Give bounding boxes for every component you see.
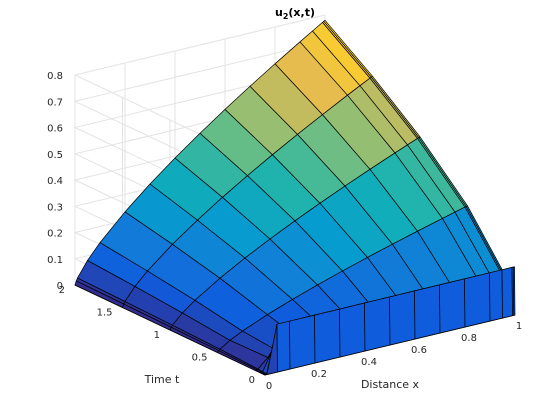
z-tick-label: 0.7 <box>47 97 63 108</box>
z-tick-label: 0.5 <box>47 150 63 161</box>
t-tick-label: 0.5 <box>192 353 208 364</box>
surface-layer <box>74 19 516 376</box>
surface-patch <box>276 320 291 373</box>
t-tick-label: 2 <box>59 285 65 296</box>
surface-patch <box>389 290 416 346</box>
z-tick-label: 0.3 <box>47 202 63 213</box>
z-tick-label: 0.1 <box>47 255 63 266</box>
t-tick-label: 0 <box>249 375 255 386</box>
z-tick-label: 0.4 <box>47 176 63 187</box>
surface-patch <box>314 308 341 364</box>
x-axis-label: Distance x <box>361 378 420 391</box>
z-tick-label: 0.8 <box>47 71 63 82</box>
t-tick-label: 1 <box>154 330 160 341</box>
chart-title: u2(x,t) <box>275 6 315 21</box>
surface-patch <box>439 278 466 334</box>
x-tick-label: 0.8 <box>461 333 477 344</box>
surface-patch <box>489 269 503 322</box>
labels-layer: 00.10.20.30.40.50.60.70.800.511.5200.20.… <box>47 71 522 392</box>
x-tick-label: 1 <box>516 321 522 332</box>
t-tick-label: 1.5 <box>97 308 113 319</box>
surface-patch <box>289 314 316 370</box>
z-tick-label: 0.2 <box>47 229 63 240</box>
x-tick-label: 0 <box>266 381 272 392</box>
x-tick-label: 0.6 <box>411 345 427 356</box>
y-axis-label: Time t <box>144 373 180 386</box>
x-tick-label: 0.4 <box>361 357 377 368</box>
surface-patch <box>414 284 441 340</box>
surface-patch <box>339 302 366 358</box>
surface-patch <box>364 296 391 352</box>
z-tick-label: 0.6 <box>47 124 63 135</box>
x-tick-label: 0.2 <box>311 369 327 380</box>
surface-patch <box>464 272 491 328</box>
surface-patch <box>512 266 516 316</box>
z-tick-label: 0 <box>57 281 63 292</box>
surface-patch <box>501 267 513 319</box>
box-edge <box>74 14 326 76</box>
